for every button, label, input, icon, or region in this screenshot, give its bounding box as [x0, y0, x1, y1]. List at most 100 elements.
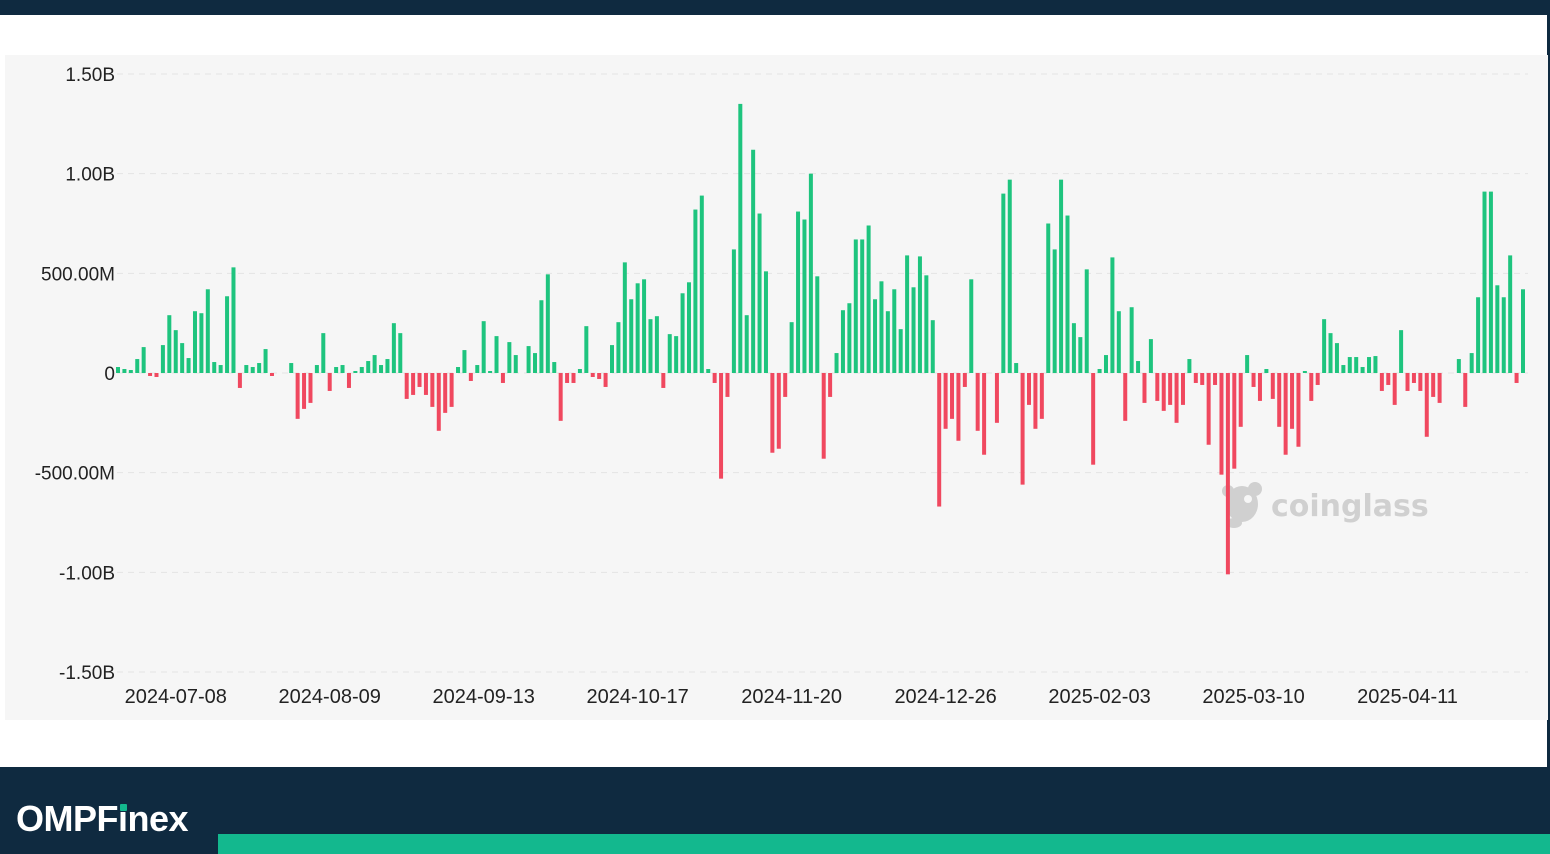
bar [828, 373, 833, 397]
bar [1052, 249, 1057, 373]
bar [494, 336, 499, 373]
bar [122, 369, 127, 373]
x-tick-label: 2025-02-03 [1048, 686, 1150, 708]
bar [430, 373, 435, 407]
bar [1514, 373, 1519, 383]
bar [1136, 361, 1141, 373]
bar [481, 321, 486, 373]
bar [1437, 373, 1442, 403]
bar [590, 373, 595, 377]
bar [924, 275, 929, 373]
bar [192, 311, 197, 373]
bar [391, 323, 396, 373]
chart-panel: 1.50B 1.00B 500.00M 0 -500.00M -1.00B -1.50B c… [5, 55, 1548, 720]
bar [571, 373, 576, 383]
bar [488, 371, 493, 373]
bar [821, 373, 826, 459]
bar [1142, 373, 1147, 403]
bar [699, 195, 704, 373]
bar [744, 315, 749, 373]
bar [552, 362, 557, 373]
bar [411, 373, 416, 395]
bar [237, 373, 242, 388]
bar [969, 279, 974, 373]
bar [1065, 215, 1070, 373]
bar [1213, 373, 1218, 385]
bar [462, 350, 467, 373]
bar [353, 371, 358, 373]
bar [1174, 373, 1179, 423]
bar [295, 373, 300, 419]
bar [449, 373, 454, 407]
bar [205, 289, 210, 373]
bar [404, 373, 409, 399]
bar [327, 373, 332, 391]
bar [1476, 297, 1481, 373]
bar [1123, 373, 1128, 421]
bar [1039, 373, 1044, 419]
right-frame-edge [1547, 15, 1550, 767]
bar [1180, 373, 1185, 405]
bar [853, 239, 858, 373]
bar [1482, 191, 1487, 373]
bar [257, 363, 262, 373]
bar [1046, 223, 1051, 373]
bar [661, 373, 666, 388]
bar [539, 300, 544, 373]
bar [359, 367, 364, 373]
bar [1033, 373, 1038, 429]
bar-chart: 1.50B 1.00B 500.00M 0 -500.00M -1.00B -1.50B c… [35, 65, 1528, 708]
bar [1071, 323, 1076, 373]
bar [1354, 357, 1359, 373]
bar [1270, 373, 1275, 399]
bar [763, 271, 768, 373]
y-tick-label: -500.00M [35, 464, 115, 485]
bar [1296, 373, 1301, 447]
bar [436, 373, 441, 431]
bar [1309, 373, 1314, 401]
gridlines [117, 73, 1528, 673]
bar [898, 329, 903, 373]
bar [712, 373, 717, 383]
bar [533, 353, 538, 373]
bar [1168, 373, 1173, 405]
bar [423, 373, 428, 395]
bar [635, 283, 640, 373]
bar [135, 359, 140, 373]
bar [199, 313, 204, 373]
x-tick-label: 2024-09-13 [433, 686, 535, 708]
bar [565, 373, 570, 383]
bar [930, 320, 935, 373]
bar [321, 333, 326, 373]
bar [577, 369, 582, 373]
bar [610, 345, 614, 373]
bar [456, 367, 461, 373]
bar [1508, 255, 1513, 373]
x-tick-label: 2024-08-09 [279, 686, 381, 708]
bar [1007, 179, 1012, 373]
bar [892, 289, 897, 373]
bar [648, 319, 653, 373]
bar [1161, 373, 1166, 411]
bar [1257, 373, 1262, 401]
bar [1379, 373, 1384, 391]
bar [1283, 373, 1288, 455]
x-tick-label: 2024-07-08 [125, 686, 227, 708]
bar [1322, 319, 1327, 373]
bar [905, 255, 910, 373]
y-tick-label: 1.50B [65, 65, 115, 86]
bar [584, 326, 589, 373]
bar [160, 345, 165, 373]
bar [1078, 337, 1083, 373]
bar [943, 373, 948, 429]
bar [1116, 311, 1121, 373]
bar [1084, 269, 1089, 373]
bar [1411, 373, 1416, 383]
bar [834, 353, 839, 373]
bar [1469, 353, 1474, 373]
bar [1027, 373, 1031, 405]
bar [1225, 373, 1230, 575]
watermark-text: coinglass [1271, 489, 1429, 524]
bar [808, 173, 813, 373]
bar [719, 373, 724, 479]
